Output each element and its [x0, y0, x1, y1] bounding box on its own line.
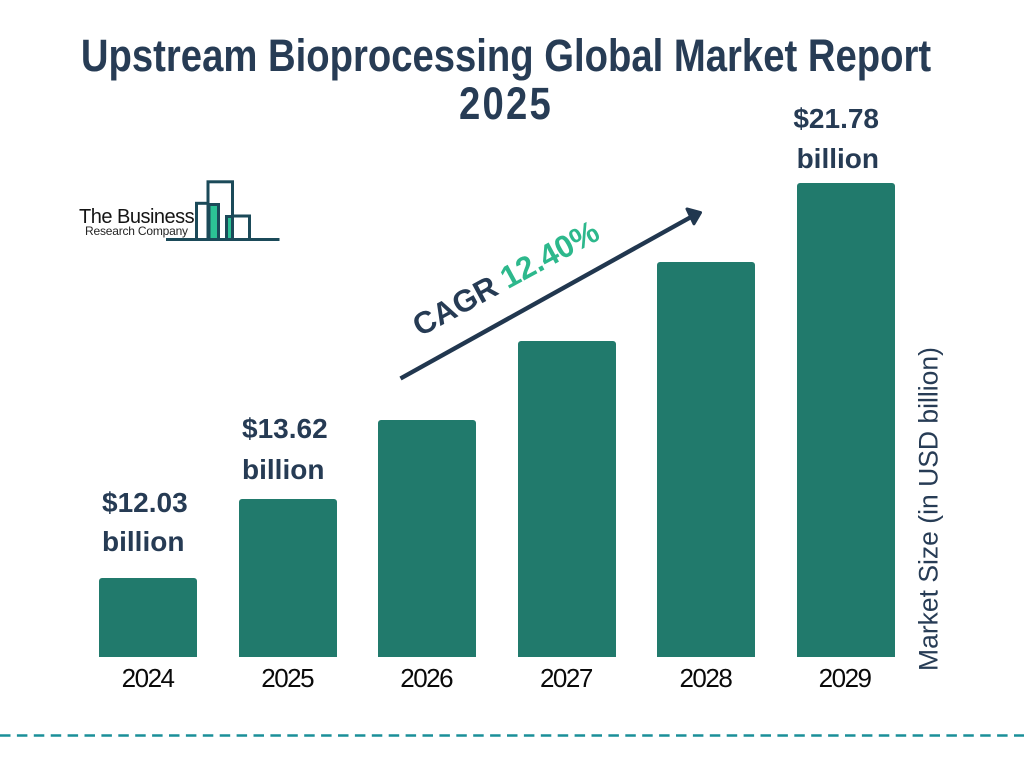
- svg-text:CAGR 12.40%: CAGR 12.40%: [406, 213, 605, 343]
